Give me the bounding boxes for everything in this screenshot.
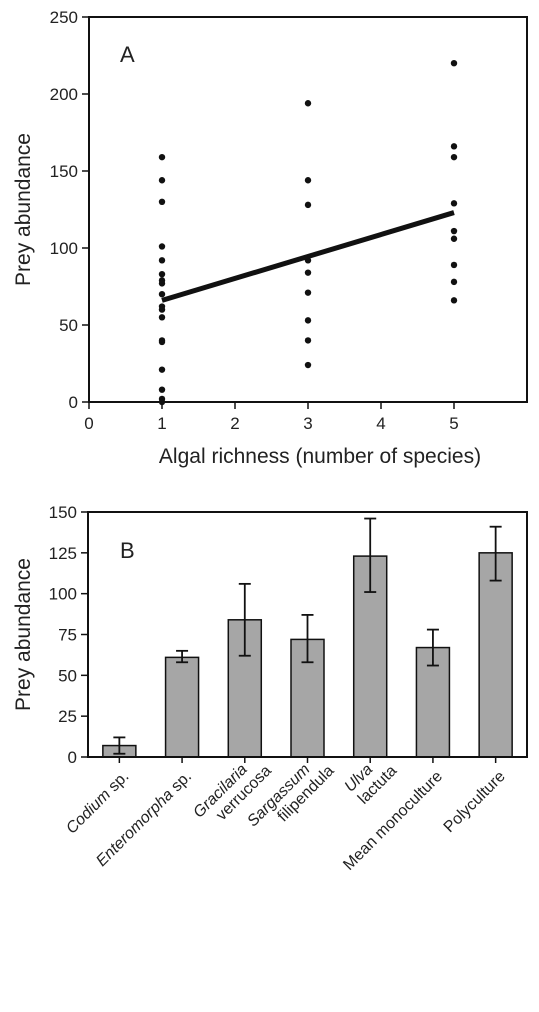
panel-a-y-axis-label: Prey abundance (12, 133, 35, 286)
panel-b-bar-chart: B 0 25 50 75 100 125 150 Prey abundance Codium… (12, 503, 528, 874)
panel-b-category-label-line1: Polyculture (441, 768, 509, 836)
panel-a-point (158, 280, 166, 287)
panel-a-point (158, 291, 166, 298)
panel-a-point (304, 100, 312, 107)
panel-b-bar (164, 656, 200, 758)
panel-a-point (158, 366, 166, 373)
panel-a-x-tick-label: 5 (449, 414, 458, 433)
panel-a-y-tick-label: 0 (69, 393, 78, 412)
panel-a-point (304, 177, 312, 184)
panel-a-point (450, 297, 458, 304)
panel-a-point (158, 177, 166, 184)
panel-a-x-tick-label: 3 (303, 414, 312, 433)
panel-a-x-tick-label: 1 (157, 414, 166, 433)
panel-a-point (158, 338, 166, 346)
panel-a-points (158, 60, 458, 406)
panel-b-y-tick-label: 0 (68, 748, 77, 767)
panel-a-point (304, 317, 312, 324)
panel-a-point (304, 337, 312, 344)
panel-b-category-label: Polyculture (441, 768, 509, 836)
panel-a-point (158, 398, 166, 406)
panel-a-y-tick-label: 50 (59, 316, 78, 335)
panel-a-x-tick-label: 2 (230, 414, 239, 433)
panel-a-y-tick-label: 150 (50, 162, 78, 181)
panel-b-y-axis-label: Prey abundance (12, 558, 35, 711)
panel-a-point (304, 269, 312, 276)
panel-a-point (304, 201, 312, 209)
panel-a-x-tick-label: 4 (376, 414, 385, 433)
panel-a-point (450, 235, 458, 242)
panel-a-point (450, 227, 458, 235)
panel-b-y-tick-label: 150 (49, 503, 77, 522)
panel-b-error-bars (113, 517, 502, 755)
panel-a-point (450, 278, 458, 286)
panel-a-point (158, 243, 166, 250)
panel-a-point (158, 306, 166, 313)
panel-a-point (158, 257, 166, 264)
panel-b-category-labels: Codium sp.Enteromorpha sp.Gracilariaverr… (63, 757, 509, 874)
panel-a-point (450, 153, 458, 161)
panel-a-point (158, 198, 166, 205)
panel-a-y-tick-label: 250 (50, 8, 78, 27)
panel-a-point (450, 143, 458, 150)
panel-b-category-label: Codium sp. (63, 768, 132, 837)
panel-a-point (158, 386, 166, 393)
panel-a-point (158, 270, 166, 278)
panel-b-y-tick-label: 25 (58, 707, 77, 726)
panel-b-category-label-line1: Codium sp. (63, 768, 132, 837)
panel-a-y-tick-label: 200 (50, 85, 78, 104)
panel-a-plot-frame (88, 16, 528, 403)
panel-b-y-tick-label: 100 (49, 585, 77, 604)
panel-a-point (450, 200, 458, 207)
panel-a-x-tick-label: 0 (84, 414, 93, 433)
panel-a-point (450, 261, 458, 269)
panel-a-point (158, 153, 166, 161)
panel-a-point (304, 289, 312, 296)
panel-a-letter: A (120, 42, 135, 67)
panel-b-ticks: 0 25 50 75 100 125 150 (49, 503, 88, 767)
panel-a-y-tick-label: 100 (50, 239, 78, 258)
panel-a-regression-line (161, 210, 455, 303)
panel-b-letter: B (120, 538, 135, 563)
panel-b-y-tick-label: 125 (49, 544, 77, 563)
panel-b-y-tick-label: 75 (58, 626, 77, 645)
panel-a-scatter: A 0 50 100 150 200 250 0 1 2 3 4 5 Prey abundance A… (12, 8, 528, 468)
panel-a-point (304, 361, 312, 369)
panel-b-y-tick-label: 50 (58, 666, 77, 685)
panel-a-point (158, 314, 166, 321)
panel-b-bar (478, 552, 513, 758)
panel-a-point (450, 60, 458, 67)
panel-a-x-axis-label: Algal richness (number of species) (159, 445, 481, 468)
panel-a-ticks: 0 50 100 150 200 250 0 1 2 3 4 5 (50, 8, 459, 433)
